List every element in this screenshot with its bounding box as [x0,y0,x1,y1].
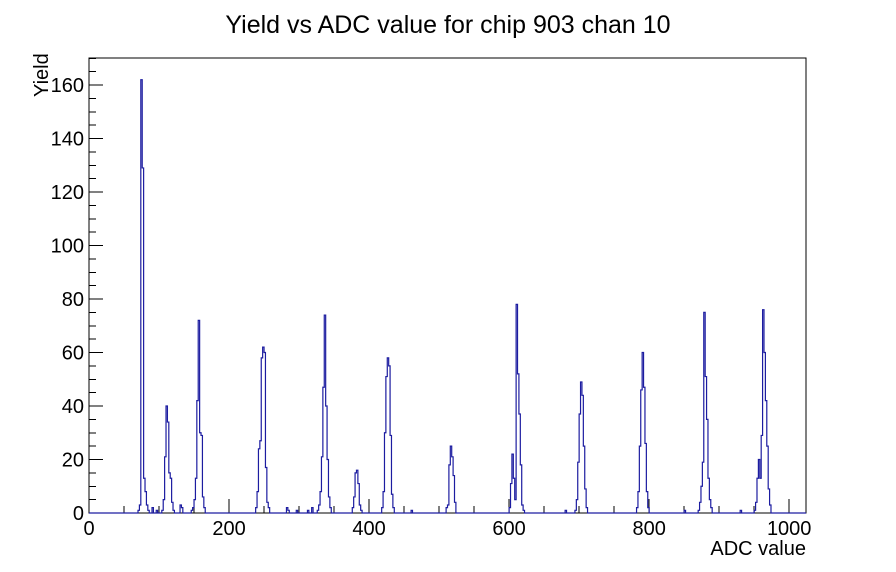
axis-ticks [88,57,790,514]
x-tick-label: 200 [212,518,245,540]
y-tick-label: 80 [62,289,84,311]
x-tick-label: 400 [352,518,385,540]
y-axis-title: Yield [31,53,53,97]
y-tick-label: 140 [51,129,84,151]
x-tick-label: 600 [492,518,525,540]
y-tick-label: 20 [62,450,84,472]
y-tick-label: 120 [51,182,84,204]
histogram-step-line [89,79,806,514]
y-tick-label: 60 [62,343,84,365]
y-tick-label: 100 [51,236,84,258]
y-tick-label: 40 [62,396,84,418]
chart-title: Yield vs ADC value for chip 903 chan 10 [225,11,670,39]
x-tick-label: 0 [83,518,94,540]
x-axis-title: ADC value [710,538,806,560]
x-tick-label: 1000 [767,518,812,540]
axis-tick-labels: 0 200 400 600 800 1000 0 20 40 60 80 100 120 140 160 [51,75,812,540]
y-tick-label: 160 [51,75,84,97]
y-tick-label: 0 [73,503,84,525]
x-tick-label: 800 [632,518,665,540]
